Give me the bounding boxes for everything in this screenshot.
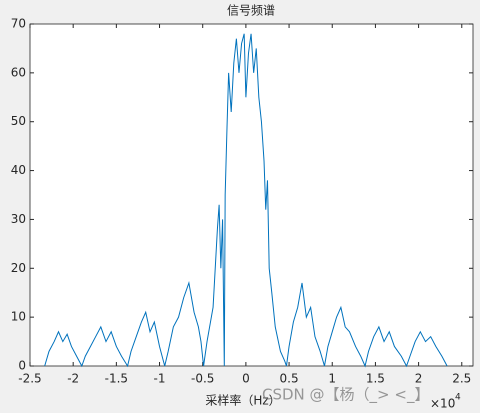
y-tick-label: 50: [11, 114, 26, 128]
y-tick-label: 10: [11, 310, 26, 324]
x-tick-label: 0.5: [280, 372, 299, 386]
x-tick-label: -0.5: [191, 372, 214, 386]
x-tick-label: 2: [415, 372, 423, 386]
chart-title: 信号频谱: [227, 4, 275, 18]
y-tick-label: 60: [11, 65, 26, 79]
axes: [29, 23, 474, 367]
x-tick-label: -2: [67, 372, 79, 386]
x-tick-label: 1: [328, 372, 336, 386]
x-tick-label: -2.5: [18, 372, 41, 386]
x-exponent: 4: [455, 393, 461, 403]
y-tick-label: 40: [11, 163, 26, 177]
x-tick-label: -1.5: [105, 372, 128, 386]
x-tick-label: -1: [154, 372, 166, 386]
watermark: CSDN @【杨（_> <_】: [262, 386, 429, 405]
spectrum-line: [44, 33, 448, 368]
x-axis-label: 采样率（Hz）: [205, 393, 280, 408]
y-tick-label: 30: [11, 212, 26, 226]
y-tick-label: 20: [11, 261, 26, 275]
x-tick-label: 0: [242, 372, 250, 386]
x-multiplier: ×10: [430, 397, 455, 411]
y-tick-label: 0: [18, 359, 26, 373]
x-tick-label: 2.5: [452, 372, 471, 386]
y-tick-label: 70: [11, 17, 26, 31]
x-tick-label: 1.5: [366, 372, 385, 386]
